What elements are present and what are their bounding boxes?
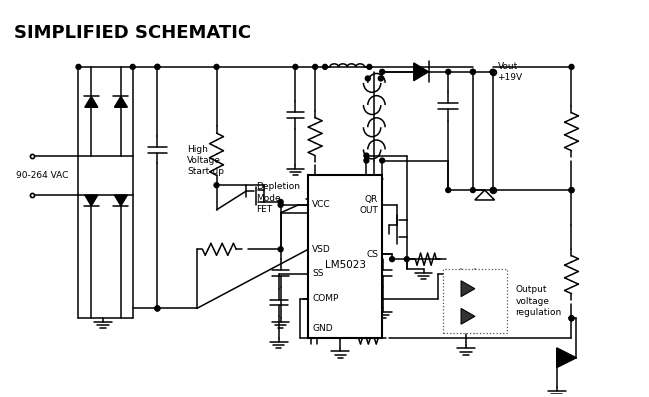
Text: 90-264 VAC: 90-264 VAC	[16, 171, 69, 180]
Polygon shape	[85, 96, 98, 107]
Text: GND: GND	[312, 324, 333, 333]
Text: Output
voltage
regulation: Output voltage regulation	[515, 285, 561, 317]
Circle shape	[446, 188, 450, 193]
Text: QR
OUT: QR OUT	[360, 195, 378, 215]
Circle shape	[471, 69, 475, 74]
Text: COMP: COMP	[312, 294, 339, 303]
Circle shape	[155, 64, 160, 69]
Bar	[443, 269, 508, 333]
Circle shape	[155, 306, 160, 311]
Polygon shape	[413, 63, 428, 81]
Circle shape	[380, 158, 385, 163]
Polygon shape	[85, 195, 98, 206]
Text: Vout
+19V: Vout +19V	[498, 62, 522, 82]
Polygon shape	[557, 348, 576, 368]
Circle shape	[313, 64, 317, 69]
Circle shape	[155, 64, 160, 69]
Circle shape	[130, 64, 135, 69]
Circle shape	[569, 188, 574, 193]
Circle shape	[569, 316, 574, 321]
Polygon shape	[461, 281, 475, 297]
Circle shape	[278, 199, 283, 204]
Circle shape	[569, 188, 574, 193]
Circle shape	[389, 257, 395, 262]
Circle shape	[364, 158, 369, 163]
Text: VCC: VCC	[312, 200, 331, 209]
Text: VSD: VSD	[312, 245, 331, 254]
Circle shape	[490, 69, 495, 74]
Text: SS: SS	[312, 270, 324, 278]
Circle shape	[278, 247, 283, 252]
Circle shape	[365, 76, 370, 81]
Circle shape	[378, 76, 384, 81]
Text: Depletion
Mode
FET: Depletion Mode FET	[256, 182, 300, 214]
Circle shape	[367, 64, 372, 69]
Text: High
Voltage
Start-up: High Voltage Start-up	[187, 145, 224, 176]
Circle shape	[214, 183, 219, 188]
Circle shape	[214, 64, 219, 69]
Polygon shape	[114, 195, 127, 206]
Circle shape	[569, 316, 574, 321]
Circle shape	[293, 64, 298, 69]
Circle shape	[471, 69, 475, 74]
Circle shape	[155, 306, 160, 311]
Polygon shape	[461, 308, 475, 324]
Text: CS: CS	[366, 250, 378, 259]
Circle shape	[404, 257, 410, 262]
Circle shape	[76, 64, 81, 69]
Circle shape	[278, 202, 283, 207]
Polygon shape	[114, 96, 127, 107]
Circle shape	[569, 64, 574, 69]
Text: SIMPLIFIED SCHEMATIC: SIMPLIFIED SCHEMATIC	[14, 25, 252, 42]
Bar	[308, 175, 382, 338]
Text: LM5023: LM5023	[324, 260, 365, 270]
Circle shape	[490, 188, 495, 193]
Circle shape	[364, 153, 369, 158]
Circle shape	[380, 69, 385, 74]
Circle shape	[446, 69, 450, 74]
Circle shape	[323, 64, 328, 69]
Circle shape	[471, 188, 475, 193]
